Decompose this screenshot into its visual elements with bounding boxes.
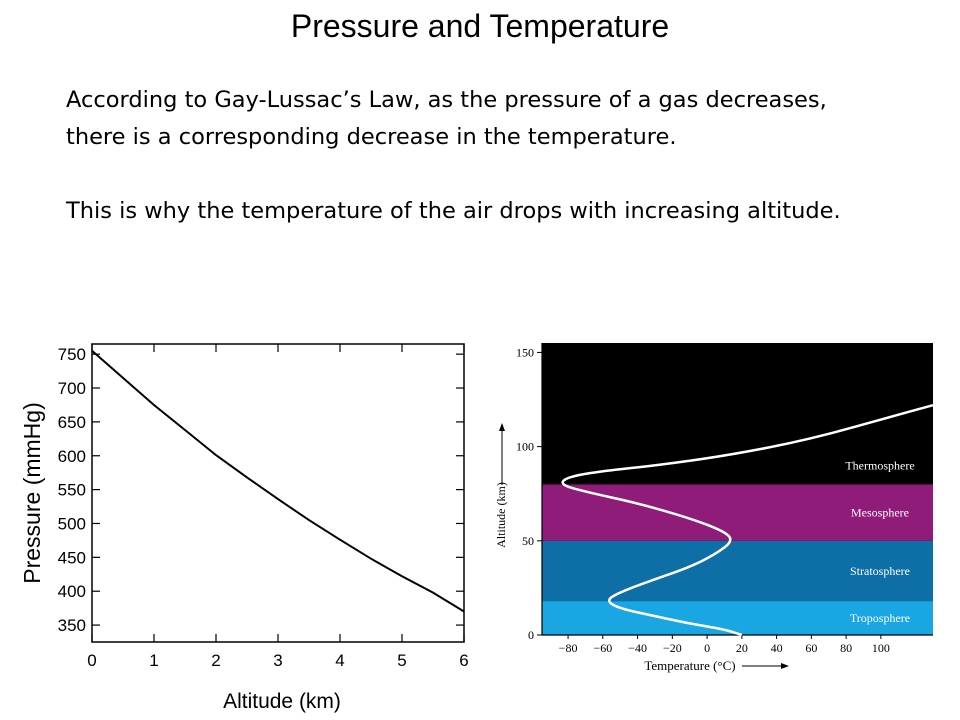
x-tick-label: 4 bbox=[335, 651, 344, 670]
layer-band-thermosphere bbox=[542, 343, 933, 485]
slide-title: Pressure and Temperature bbox=[290, 8, 670, 44]
y-axis-label: Pressure (mmHg) bbox=[19, 402, 45, 583]
y-tick-label: 0 bbox=[528, 628, 534, 642]
y-tick-label: 650 bbox=[58, 413, 86, 432]
layer-label-mesosphere: Mesosphere bbox=[851, 506, 909, 520]
y-tick-label: 150 bbox=[516, 345, 534, 359]
atmosphere-temperature-chart: 0 50 100 150 −80 −60 −40 −20 0 20 40 60 80 100 Tropo… bbox=[494, 343, 934, 673]
x-tick-label: −40 bbox=[628, 641, 647, 655]
x-axis-label: Altitude (km) bbox=[223, 690, 341, 713]
y-tick-label: 100 bbox=[516, 440, 534, 454]
y-tick-label: 550 bbox=[58, 481, 86, 500]
pressure-altitude-chart: 350 400 450 500 550 600 650 700 750 0 1 2 3 4 5 6 Pres… bbox=[19, 343, 469, 713]
y-tick-label: 600 bbox=[58, 447, 86, 466]
pressure-line bbox=[91, 350, 465, 613]
x-tick-label: 100 bbox=[872, 641, 890, 655]
layer-label-stratosphere: Stratosphere bbox=[850, 564, 910, 578]
x-tick-label: −60 bbox=[593, 641, 612, 655]
x-tick-label: 0 bbox=[704, 641, 710, 655]
x-axis-label: Temperature (°C) bbox=[644, 658, 735, 673]
x-tick-label: −80 bbox=[559, 641, 578, 655]
x-tick-label: −20 bbox=[663, 641, 682, 655]
x-tick-label: 2 bbox=[211, 651, 220, 670]
layer-band-troposphere bbox=[542, 601, 933, 635]
y-tick-label: 700 bbox=[58, 379, 86, 398]
x-tick-label: 80 bbox=[840, 641, 852, 655]
y-tick-label: 50 bbox=[522, 534, 534, 548]
paragraph-gay-lussac: According to Gay-Lussac’s Law, as the pr… bbox=[66, 87, 827, 150]
y-tick-label: 350 bbox=[58, 616, 86, 635]
temperature-profile-line bbox=[561, 403, 934, 637]
y-axis-arrowhead-icon bbox=[499, 423, 505, 431]
x-tick-label: 20 bbox=[736, 641, 748, 655]
x-tick-label: 40 bbox=[771, 641, 783, 655]
layer-band-mesosphere bbox=[542, 484, 933, 541]
body-text: According to Gay-Lussac’s Law, as the pr… bbox=[66, 82, 886, 230]
x-tick-label: 6 bbox=[459, 651, 468, 670]
x-tick-label: 5 bbox=[397, 651, 406, 670]
x-tick-label: 1 bbox=[149, 651, 158, 670]
x-tick-label: 3 bbox=[273, 651, 282, 670]
paragraph-altitude: This is why the temperature of the air d… bbox=[66, 198, 841, 224]
plot-frame bbox=[91, 343, 465, 643]
y-axis-label: Altitude (km) bbox=[494, 482, 508, 548]
y-tick-label: 400 bbox=[58, 582, 86, 601]
y-tick-label: 750 bbox=[58, 345, 86, 364]
x-axis-arrowhead-icon bbox=[781, 663, 789, 669]
x-tick-label: 60 bbox=[805, 641, 817, 655]
x-tick-label: 0 bbox=[87, 651, 96, 670]
layer-band-stratosphere bbox=[542, 540, 933, 602]
y-tick-label: 450 bbox=[58, 548, 86, 567]
layer-label-thermosphere: Thermosphere bbox=[845, 458, 914, 472]
y-tick-label: 500 bbox=[58, 514, 86, 533]
layer-label-troposphere: Troposphere bbox=[850, 611, 910, 625]
